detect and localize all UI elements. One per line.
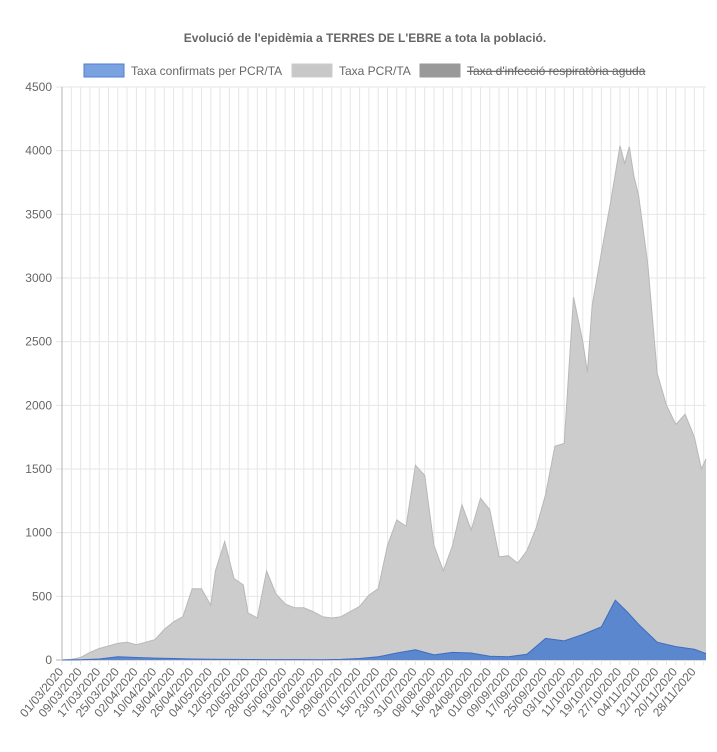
y-tick-label-1: 500 — [32, 589, 52, 603]
chart-axes: 05001000150020002500300035004000450001/0… — [17, 80, 699, 720]
y-tick-label-0: 0 — [45, 653, 52, 667]
legend-item-1[interactable]: Taxa confirmats per PCR/TA — [83, 63, 282, 78]
y-tick-label-7: 3500 — [25, 207, 52, 221]
y-tick-label-8: 4000 — [25, 144, 52, 158]
y-tick-label-4: 2000 — [25, 398, 52, 412]
series-line-1 — [61, 599, 707, 661]
legend-swatch-2 — [291, 63, 333, 78]
y-tick-label-3: 1500 — [25, 462, 52, 476]
series-line-2 — [61, 145, 707, 661]
y-tick-label-2: 1000 — [25, 526, 52, 540]
legend-label-3: Taxa d'infecció respiratòria aguda — [467, 64, 646, 78]
chart-series-layer — [61, 145, 707, 661]
legend-swatch-1 — [83, 63, 125, 78]
chart-title: Evolució de l'epidèmia a TERRES DE L'EBR… — [184, 31, 546, 45]
y-tick-label-6: 3000 — [25, 271, 52, 285]
y-tick-label-5: 2500 — [25, 335, 52, 349]
legend-label-2: Taxa PCR/TA — [339, 64, 411, 78]
legend-swatch-3 — [419, 63, 461, 78]
legend-label-1: Taxa confirmats per PCR/TA — [131, 64, 282, 78]
legend-item-2[interactable]: Taxa PCR/TA — [291, 63, 411, 78]
chart-legend: Taxa confirmats per PCR/TA Taxa PCR/TA Tax… — [83, 63, 646, 78]
series-area-2 — [62, 145, 706, 661]
y-tick-label-9: 4500 — [25, 80, 52, 94]
legend-item-3[interactable]: Taxa d'infecció respiratòria aguda — [419, 63, 646, 78]
series-area-1 — [62, 600, 706, 660]
